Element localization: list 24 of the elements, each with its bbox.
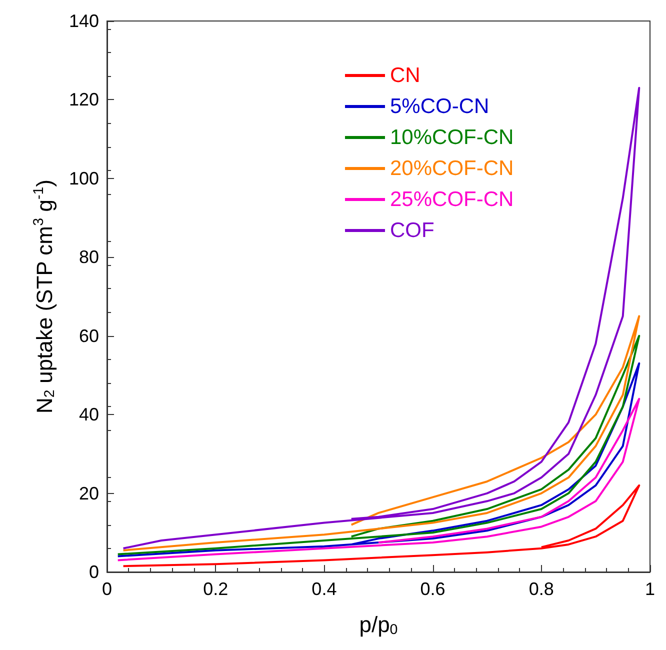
line-series xyxy=(116,398,640,562)
y-tick-label: 120 xyxy=(68,90,99,110)
y-tick-label: 40 xyxy=(78,404,99,425)
x-tick-label: 0.4 xyxy=(312,579,337,599)
legend-label: 20%COF-CN xyxy=(390,157,514,180)
legend-label: COF xyxy=(390,219,434,242)
x-tick-label: 0.8 xyxy=(528,579,554,599)
legend-label: 5%CO-CN xyxy=(390,95,490,118)
y-tick-label: 0 xyxy=(88,562,99,582)
line-series xyxy=(122,484,640,568)
y-tick-label: 80 xyxy=(78,247,99,268)
y-tick-label: 140 xyxy=(68,11,99,31)
y-axis-title: N2 uptake (STP cm3 g-1) xyxy=(31,179,58,414)
line-series xyxy=(122,86,640,550)
x-tick-label: 0.6 xyxy=(420,579,446,599)
x-tick-label: 0 xyxy=(102,579,112,599)
x-tick-label: 1 xyxy=(644,579,655,599)
legend-label: 25%COF-CN xyxy=(390,188,514,211)
y-tick-label: 100 xyxy=(68,168,99,188)
legend-label: CN xyxy=(390,64,420,87)
x-tick-label: 0.2 xyxy=(203,579,228,599)
y-tick-label: 20 xyxy=(78,483,99,504)
legend-label: 10%COF-CN xyxy=(390,126,514,149)
y-tick-label: 60 xyxy=(78,326,99,346)
